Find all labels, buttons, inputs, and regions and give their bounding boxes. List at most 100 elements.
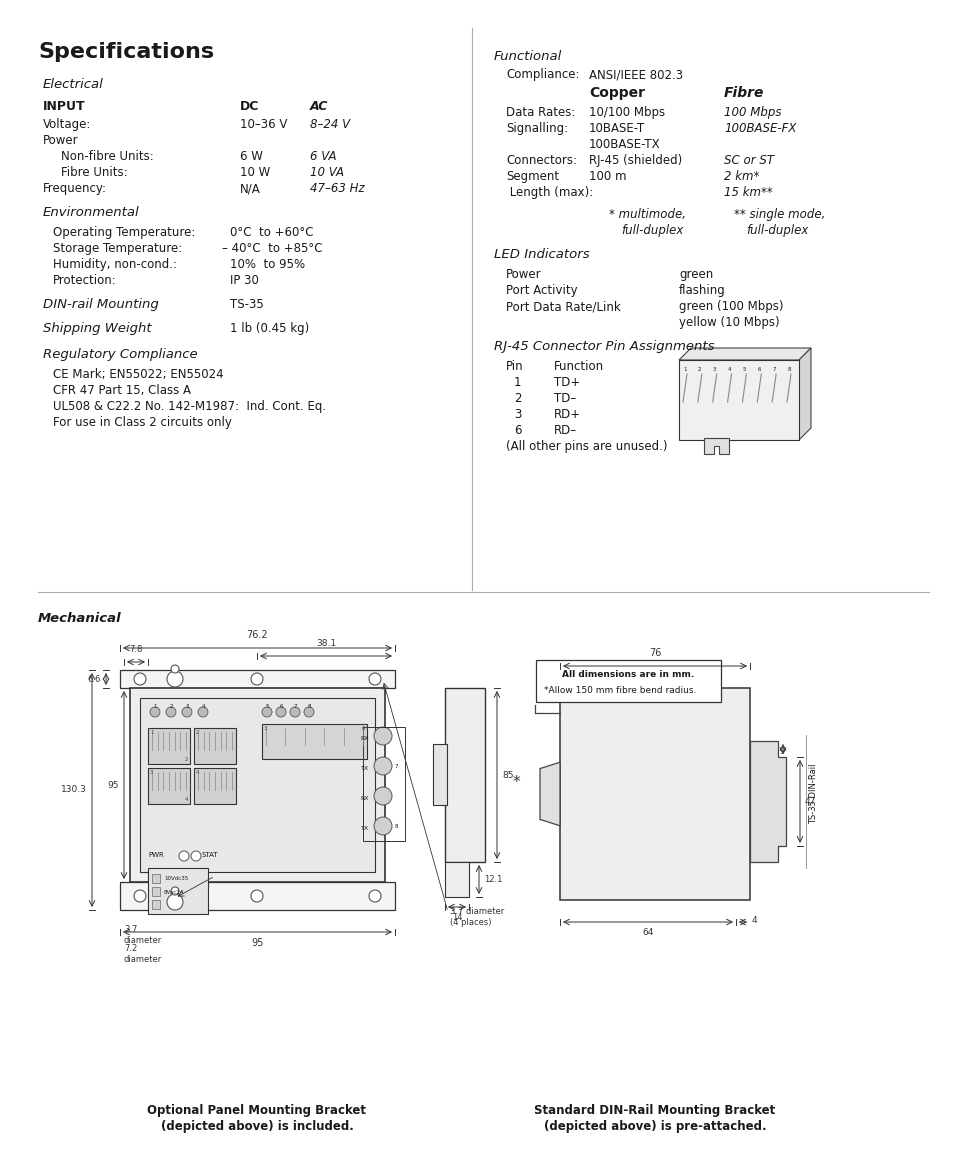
Text: 10 VA: 10 VA xyxy=(310,166,344,180)
Text: Power: Power xyxy=(505,268,541,281)
Polygon shape xyxy=(539,763,559,826)
Text: 2: 2 xyxy=(195,730,199,735)
Text: green: green xyxy=(679,268,713,281)
Text: CE Mark; EN55022; EN55024: CE Mark; EN55022; EN55024 xyxy=(53,368,223,381)
Text: Storage Temperature:: Storage Temperature: xyxy=(53,243,182,255)
Text: 5: 5 xyxy=(741,367,745,372)
Text: 4: 4 xyxy=(201,704,205,709)
Text: Segment: Segment xyxy=(505,170,558,183)
Text: Connectors:: Connectors: xyxy=(505,154,577,167)
Text: Operating Temperature:: Operating Temperature: xyxy=(53,226,195,239)
Text: LED Indicators: LED Indicators xyxy=(494,248,589,261)
Bar xyxy=(148,768,190,805)
Text: 4: 4 xyxy=(727,367,731,372)
Circle shape xyxy=(262,707,272,717)
Text: Pin: Pin xyxy=(505,360,523,373)
Text: RX: RX xyxy=(360,736,369,740)
Text: ** single mode,: ** single mode, xyxy=(733,208,824,222)
Text: 95: 95 xyxy=(108,780,119,789)
Text: 7.2: 7.2 xyxy=(124,944,137,953)
Text: 3.7: 3.7 xyxy=(124,925,137,934)
Bar xyxy=(140,698,375,872)
Circle shape xyxy=(374,817,392,835)
Circle shape xyxy=(167,894,183,909)
Text: Power: Power xyxy=(43,134,78,147)
Text: 100 Mbps: 100 Mbps xyxy=(723,106,781,119)
Text: Fibre Units:: Fibre Units: xyxy=(61,166,128,180)
Polygon shape xyxy=(679,347,810,360)
Text: (depicted above) is pre-attached.: (depicted above) is pre-attached. xyxy=(543,1121,765,1133)
Text: TX: TX xyxy=(360,826,369,830)
Circle shape xyxy=(150,707,160,717)
Bar xyxy=(444,862,469,897)
Bar xyxy=(363,726,405,841)
Text: full-duplex: full-duplex xyxy=(745,224,807,237)
Text: 7: 7 xyxy=(772,367,775,372)
Text: (depicted above) is included.: (depicted above) is included. xyxy=(160,1121,353,1133)
Text: TS-35 DIN-Rail: TS-35 DIN-Rail xyxy=(809,764,818,824)
Text: 6 W: 6 W xyxy=(240,150,263,163)
Text: 10BASE-T: 10BASE-T xyxy=(588,122,644,135)
Bar xyxy=(536,660,720,702)
Bar xyxy=(148,728,190,764)
Text: CFR 47 Part 15, Class A: CFR 47 Part 15, Class A xyxy=(53,384,191,396)
Text: 47: 47 xyxy=(804,796,816,806)
Text: Optional Panel Mounting Bracket: Optional Panel Mounting Bracket xyxy=(148,1104,366,1117)
Text: PWR: PWR xyxy=(148,852,164,858)
Text: 85: 85 xyxy=(501,771,513,780)
Text: 0°C  to +60°C: 0°C to +60°C xyxy=(230,226,314,239)
Bar xyxy=(148,868,208,914)
Text: – 40°C  to +85°C: – 40°C to +85°C xyxy=(222,243,322,255)
Text: Port Data Rate/Link: Port Data Rate/Link xyxy=(505,300,620,312)
Bar xyxy=(120,670,395,688)
Text: Signalling:: Signalling: xyxy=(505,122,568,135)
Text: TD+: TD+ xyxy=(554,375,579,389)
Text: TX: TX xyxy=(360,766,369,771)
Text: Mechanical: Mechanical xyxy=(38,612,121,625)
Text: 6: 6 xyxy=(757,367,760,372)
Text: 8–24 V: 8–24 V xyxy=(310,118,350,131)
Text: 1: 1 xyxy=(153,704,156,709)
Polygon shape xyxy=(703,438,728,454)
Text: 10/100 Mbps: 10/100 Mbps xyxy=(588,106,664,119)
Text: diameter: diameter xyxy=(124,936,162,944)
Text: 6: 6 xyxy=(361,726,365,731)
Text: 8: 8 xyxy=(395,824,398,829)
Text: 10–36 V: 10–36 V xyxy=(240,118,287,131)
Text: 15 km**: 15 km** xyxy=(723,187,772,199)
Text: 100BASE-FX: 100BASE-FX xyxy=(723,122,796,135)
Bar xyxy=(679,360,799,440)
Text: Specifications: Specifications xyxy=(38,42,213,62)
Text: 2: 2 xyxy=(698,367,700,372)
Text: 6: 6 xyxy=(279,704,282,709)
Text: Compliance:: Compliance: xyxy=(505,68,578,80)
Circle shape xyxy=(275,707,286,717)
Text: 6.6: 6.6 xyxy=(88,674,101,683)
Text: (All other pins are unused.): (All other pins are unused.) xyxy=(505,440,667,454)
Text: 64: 64 xyxy=(641,928,653,937)
Circle shape xyxy=(290,707,299,717)
Bar xyxy=(559,688,749,900)
Text: 76.2: 76.2 xyxy=(247,630,268,640)
Text: 4: 4 xyxy=(751,916,757,925)
Circle shape xyxy=(374,726,392,745)
Text: 4: 4 xyxy=(195,770,199,775)
Bar xyxy=(444,688,484,862)
Text: 14: 14 xyxy=(452,913,462,922)
Text: Length (max):: Length (max): xyxy=(505,187,593,199)
Text: Data Rates:: Data Rates: xyxy=(505,106,575,119)
Text: yellow (10 Mbps): yellow (10 Mbps) xyxy=(679,316,779,329)
Text: TD–: TD– xyxy=(554,392,576,405)
Bar xyxy=(152,900,160,909)
Text: 9: 9 xyxy=(780,747,784,756)
Bar xyxy=(152,887,160,895)
Text: Function: Function xyxy=(554,360,603,373)
Text: UL508 & C22.2 No. 142-M1987:  Ind. Cont. Eq.: UL508 & C22.2 No. 142-M1987: Ind. Cont. … xyxy=(53,400,326,413)
Text: *Allow 150 mm fibre bend radius.: *Allow 150 mm fibre bend radius. xyxy=(543,686,696,695)
Text: RD+: RD+ xyxy=(554,408,580,421)
Text: Port Activity: Port Activity xyxy=(505,285,577,297)
Circle shape xyxy=(182,707,192,717)
Text: 5: 5 xyxy=(265,704,269,709)
Text: Humidity, non-cond.:: Humidity, non-cond.: xyxy=(53,258,177,271)
Polygon shape xyxy=(799,347,810,440)
